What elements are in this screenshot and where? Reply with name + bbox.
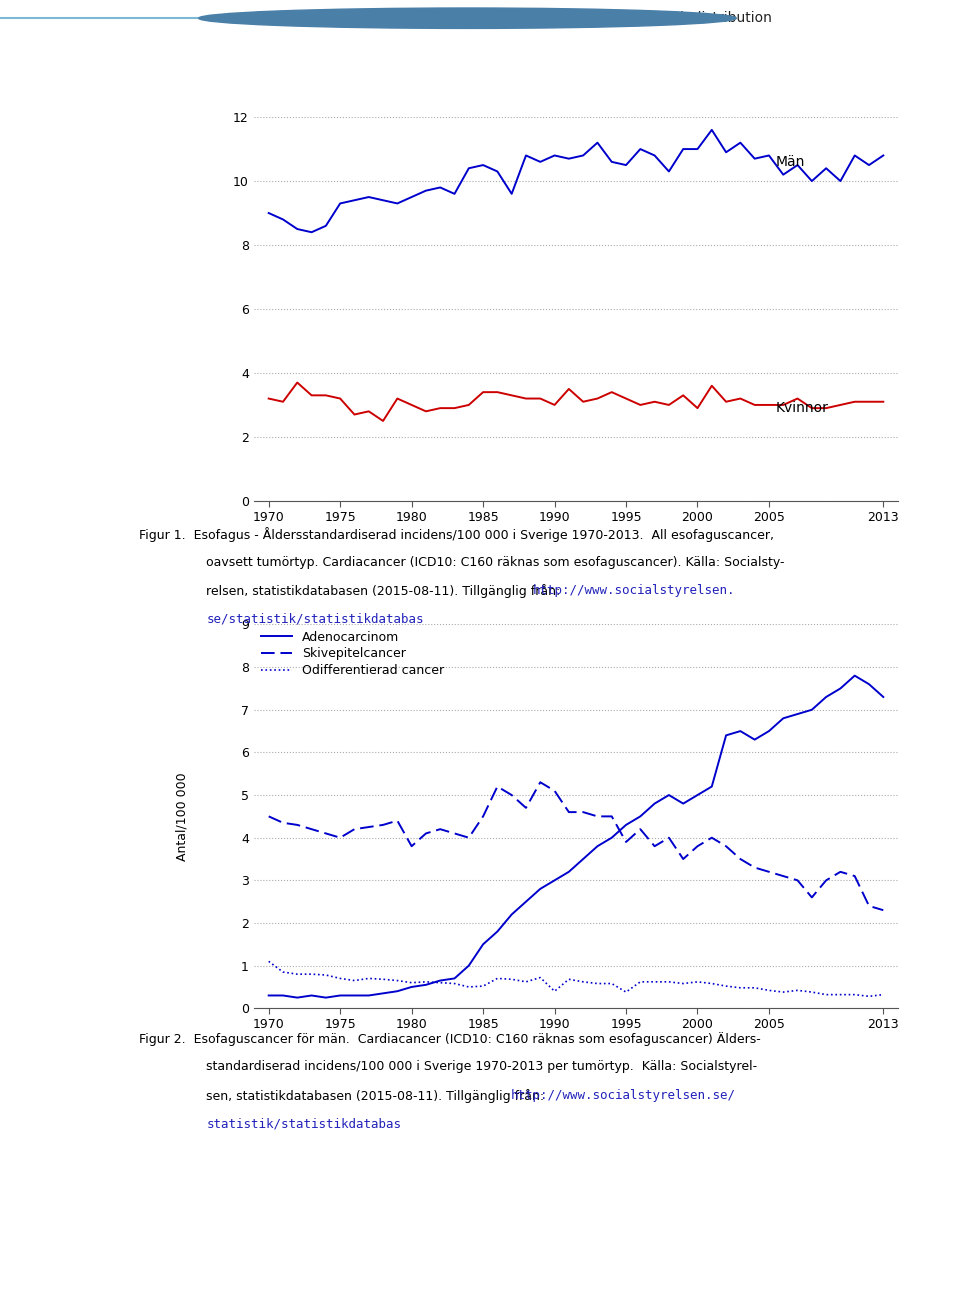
Circle shape (199, 8, 736, 29)
Legend: Adenocarcinom, Skivepitelcancer, Odifferentierad cancer: Adenocarcinom, Skivepitelcancer, Odiffer… (261, 631, 444, 678)
Text: Figur 1.  Esofagus - Åldersstandardiserad incidens/100 000 i Sverige 1970-2013. : Figur 1. Esofagus - Åldersstandardiserad… (139, 527, 774, 543)
Text: http://www.socialstyrelsen.: http://www.socialstyrelsen. (533, 584, 735, 597)
Text: statistik/statistikdatabas: statistik/statistikdatabas (206, 1118, 401, 1131)
Text: relsen, statistikdatabasen (2015-08-11). Tillgänglig från:: relsen, statistikdatabasen (2015-08-11).… (206, 584, 564, 598)
Text: oavsett tumörtyp. Cardiacancer (ICD10: C160 räknas som esofaguscancer). Källa: S: oavsett tumörtyp. Cardiacancer (ICD10: C… (206, 556, 785, 569)
Text: sen, statistikdatabasen (2015-08-11). Tillgänglig från:: sen, statistikdatabasen (2015-08-11). Ti… (206, 1089, 548, 1103)
Text: Män: Män (776, 155, 805, 169)
Text: standardiserad incidens/100 000 i Sverige 1970-2013 per tumörtyp.  Källa: Social: standardiserad incidens/100 000 i Sverig… (206, 1060, 757, 1073)
Text: http://www.socialstyrelsen.se/: http://www.socialstyrelsen.se/ (511, 1089, 735, 1102)
Text: Kvinnor: Kvinnor (776, 401, 829, 415)
Text: Figur 2.  Esofaguscancer för män.  Cardiacancer (ICD10: C160 räknas som esofagus: Figur 2. Esofaguscancer för män. Cardiac… (139, 1032, 761, 1046)
Text: se/statistik/statistikdatabas: se/statistik/statistikdatabas (206, 613, 424, 626)
Text: 2.1   Incidens och geografisk distribution: 2.1 Incidens och geografisk distribution (480, 12, 772, 25)
Text: Antal/100 000: Antal/100 000 (176, 771, 189, 861)
